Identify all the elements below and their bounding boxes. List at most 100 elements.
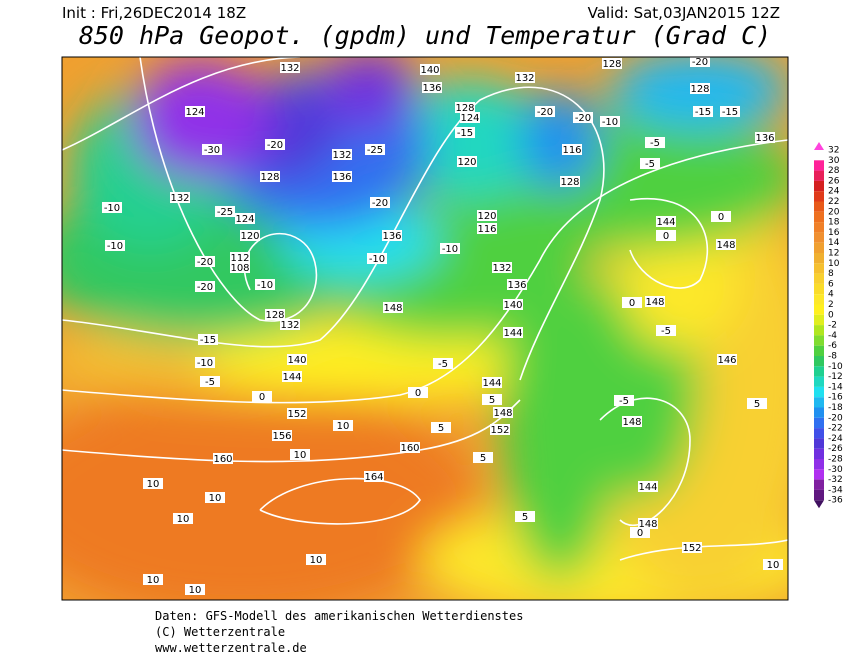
- contour-label: 160: [400, 443, 419, 454]
- colorbar-swatch: [814, 273, 824, 284]
- colorbar-swatch: [814, 479, 824, 490]
- contour-label: -25: [217, 207, 233, 218]
- label-box: [173, 513, 193, 524]
- label-box: [656, 216, 676, 227]
- colorbar-label: -8: [828, 352, 837, 362]
- colorbar-swatch: [814, 283, 824, 295]
- colorbar-swatch: [814, 489, 824, 501]
- label-box: [693, 106, 713, 117]
- colorbar-swatch: [814, 170, 824, 181]
- colorbar-swatch: [814, 160, 824, 171]
- colorbar-label: 10: [828, 259, 840, 269]
- colorbar-label: -34: [828, 485, 843, 495]
- contour-label: -10: [107, 241, 123, 252]
- label-box: [482, 394, 502, 405]
- contour-label: -5: [205, 377, 215, 388]
- label-box: [630, 527, 650, 538]
- contour-label: 5: [438, 423, 444, 434]
- label-box: [408, 387, 428, 398]
- contour-label: 156: [272, 431, 291, 442]
- colorbar-swatch: [814, 345, 824, 356]
- colorbar-label: 30: [828, 156, 840, 166]
- init-time: Init : Fri,26DEC2014 18Z: [62, 4, 246, 22]
- contour-label: 148: [622, 417, 641, 428]
- label-box: [493, 407, 513, 418]
- colorbar-swatch: [814, 376, 824, 387]
- label-box: [645, 137, 665, 148]
- label-box: [213, 453, 233, 464]
- label-box: [638, 518, 658, 529]
- colorbar-swatch: [814, 335, 824, 346]
- label-box: [600, 116, 620, 127]
- colorbar-label: 22: [828, 197, 839, 207]
- contour-label: 108: [230, 263, 249, 274]
- contour-label: 116: [477, 224, 496, 235]
- contour-label: 120: [477, 211, 496, 222]
- contour-label: 144: [503, 328, 522, 339]
- colorbar-swatch: [814, 397, 824, 408]
- colorbar-swatch: [814, 232, 824, 243]
- contour-label: 10: [337, 421, 350, 432]
- contour-label: 132: [492, 263, 511, 274]
- label-box: [656, 230, 676, 241]
- colorbar-label: 2: [828, 300, 834, 310]
- contour-label: 144: [482, 378, 501, 389]
- colorbar-label: 20: [828, 207, 840, 217]
- contour-label: 148: [638, 519, 657, 530]
- label-box: [622, 416, 642, 427]
- colorbar-label: 0: [828, 310, 834, 320]
- contour-label: -20: [372, 198, 388, 209]
- label-box: [717, 354, 737, 365]
- colorbar-swatch: [814, 356, 824, 367]
- contour-label: 144: [282, 372, 301, 383]
- label-box: [170, 192, 190, 203]
- label-box: [614, 395, 634, 406]
- colorbar-swatch: [814, 459, 824, 470]
- contour-label: 152: [682, 543, 701, 554]
- label-box: [455, 127, 475, 138]
- label-box: [560, 176, 580, 187]
- label-box: [515, 72, 535, 83]
- label-box: [640, 158, 660, 169]
- colorbar-label: -6: [828, 341, 837, 351]
- colorbar-label: 12: [828, 249, 839, 259]
- contour-label: -10: [197, 358, 213, 369]
- label-box: [602, 58, 622, 69]
- contour-label: 144: [638, 482, 657, 493]
- label-box: [431, 422, 451, 433]
- contour-label: 116: [562, 145, 581, 156]
- contour-label: -20: [692, 57, 708, 68]
- label-box: [755, 132, 775, 143]
- label-box: [477, 223, 497, 234]
- contour-label: 136: [422, 83, 441, 94]
- contour-label: -15: [695, 107, 711, 118]
- label-box: [364, 471, 384, 482]
- contour-label: 120: [457, 157, 476, 168]
- label-box: [682, 542, 702, 553]
- contour-label: 0: [629, 298, 635, 309]
- contour-label: 0: [718, 212, 724, 223]
- contour-label: 136: [507, 280, 526, 291]
- colorbar-label: -24: [828, 434, 843, 444]
- label-box: [215, 206, 235, 217]
- contour-label: -20: [575, 113, 591, 124]
- label-box: [230, 262, 250, 273]
- contour-label: -5: [619, 396, 629, 407]
- label-box: [235, 213, 255, 224]
- label-box: [290, 449, 310, 460]
- contour-label: 136: [382, 231, 401, 242]
- colorbar-label: -26: [828, 444, 843, 454]
- label-box: [455, 102, 475, 113]
- contour-label: 128: [455, 103, 474, 114]
- contour-label: 148: [383, 303, 402, 314]
- label-box: [503, 327, 523, 338]
- label-box: [711, 211, 731, 222]
- label-box: [143, 574, 163, 585]
- contour-label: -5: [661, 326, 671, 337]
- label-box: [638, 481, 658, 492]
- colorbar-label: -22: [828, 424, 843, 434]
- colorbar-swatch: [814, 304, 824, 315]
- contour-labels: 132 140136132128128124-15124-30128-25132-…: [102, 57, 783, 596]
- contour-label: 124: [460, 113, 479, 124]
- contour-label: 10: [147, 479, 160, 490]
